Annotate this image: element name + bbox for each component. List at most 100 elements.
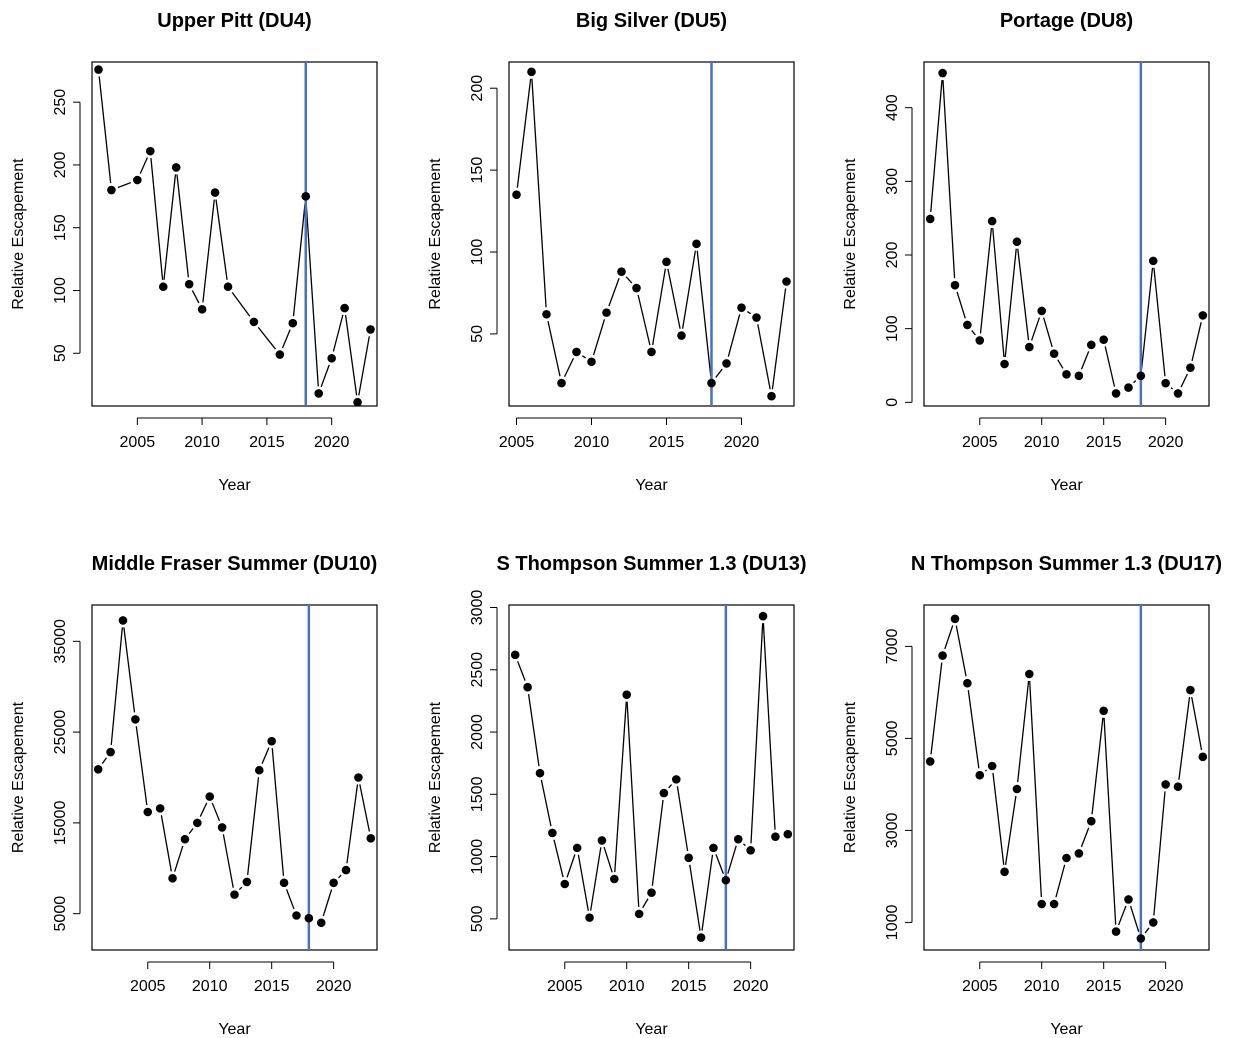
chart-title: S Thompson Summer 1.3 (DU13) [496, 553, 806, 575]
series-line-segment [652, 268, 666, 346]
y-tick-label: 1000 [469, 839, 486, 875]
x-axis-label: Year [635, 1021, 668, 1038]
chart-panel-2: Big Silver (DU5) 2005 2010 2015 2020 50 100 150… [427, 10, 795, 494]
x-tick-label: 2010 [1024, 434, 1060, 451]
series-line-segment [681, 250, 697, 329]
data-point [133, 175, 142, 185]
data-point [366, 834, 376, 843]
x-tick-label: 2005 [547, 978, 583, 995]
data-point [254, 765, 264, 775]
x-tick-label: 2005 [962, 434, 998, 451]
data-point [548, 828, 557, 838]
series-line-segment [292, 203, 306, 317]
x-tick-label: 2020 [733, 978, 769, 995]
data-point [143, 807, 153, 817]
series-line-segment [261, 747, 270, 765]
y-tick-label: 100 [884, 315, 901, 342]
y-tick-label: 5000 [52, 896, 69, 932]
series-line-segment [942, 79, 956, 279]
series-line-segment [346, 784, 359, 864]
series-line-segment [1055, 864, 1066, 898]
series-line-segment [676, 786, 689, 852]
data-point [587, 357, 596, 367]
data-point [197, 305, 207, 314]
data-point [180, 834, 190, 844]
x-tick-label: 2010 [184, 434, 220, 451]
y-tick-label: 200 [52, 152, 69, 179]
data-point [193, 818, 202, 828]
series-line-segment [590, 847, 602, 911]
series-line-segment [746, 311, 752, 315]
x-tick-label: 2015 [1086, 434, 1122, 451]
data-point [1049, 899, 1059, 909]
data-point [217, 823, 227, 832]
data-point [158, 282, 168, 292]
data-point [535, 768, 545, 778]
data-point [677, 331, 686, 340]
data-point [1124, 383, 1133, 392]
y-tick-label: 5000 [884, 721, 901, 757]
series-line-segment [150, 158, 164, 280]
data-point [560, 879, 570, 889]
series-line-segment [1057, 359, 1064, 369]
data-point [510, 650, 520, 660]
data-point [709, 843, 718, 853]
series-line-segment [701, 854, 714, 931]
data-point [1124, 895, 1133, 904]
plot-frame [923, 604, 1210, 951]
x-tick-label: 2015 [649, 434, 685, 451]
series-line-segment [1180, 373, 1188, 388]
series-line-segment [135, 726, 148, 806]
data-point [1025, 342, 1034, 352]
series-line-segment [715, 368, 723, 378]
series-line-segment [971, 330, 976, 336]
chart-panel-6: N Thompson Summer 1.3 (DU17) 2005 2010 2015… [842, 553, 1222, 1038]
series-line-segment [163, 174, 177, 280]
data-point [527, 67, 536, 77]
series-line-segment [1178, 696, 1191, 780]
data-point [758, 611, 768, 621]
data-point [1012, 784, 1022, 794]
data-point [205, 792, 215, 801]
data-point [275, 350, 285, 359]
series-line-segment [727, 314, 741, 357]
data-point [1148, 256, 1158, 266]
data-point [975, 336, 985, 345]
series-line-segment [305, 203, 319, 387]
plot-frame [91, 604, 378, 951]
series-line-segment [222, 834, 234, 888]
series-line-segment [359, 784, 371, 832]
data-point [610, 874, 619, 884]
y-tick-label: 300 [884, 168, 901, 195]
x-tick-label: 2005 [499, 434, 535, 451]
data-point [1074, 371, 1084, 381]
data-point [523, 682, 532, 692]
y-tick-label: 50 [469, 325, 486, 343]
data-point [1086, 340, 1096, 350]
series-line-segment [592, 319, 606, 356]
x-axis-label: Year [1050, 1021, 1083, 1038]
data-point [1136, 371, 1146, 381]
x-tick-label: 2010 [192, 978, 228, 995]
data-point [1062, 853, 1071, 863]
y-tick-label: 100 [52, 277, 69, 304]
x-tick-label: 2015 [671, 978, 707, 995]
data-point [975, 770, 985, 780]
series-line-segment [110, 627, 123, 746]
series-line-segment [1043, 317, 1053, 348]
series-line-segment [689, 864, 701, 931]
data-point [1198, 311, 1208, 320]
x-tick-label: 2015 [254, 978, 290, 995]
data-point [1136, 934, 1146, 943]
data-point [93, 765, 103, 774]
y-tick-label: 2500 [469, 652, 486, 688]
data-point [1173, 782, 1183, 791]
y-tick-label: 35000 [52, 619, 69, 664]
data-point [267, 736, 276, 746]
data-point [1111, 389, 1121, 398]
data-point [171, 163, 181, 172]
data-point [1049, 349, 1059, 359]
data-point [987, 216, 997, 226]
data-point [279, 878, 289, 888]
series-line-segment [1117, 905, 1127, 926]
